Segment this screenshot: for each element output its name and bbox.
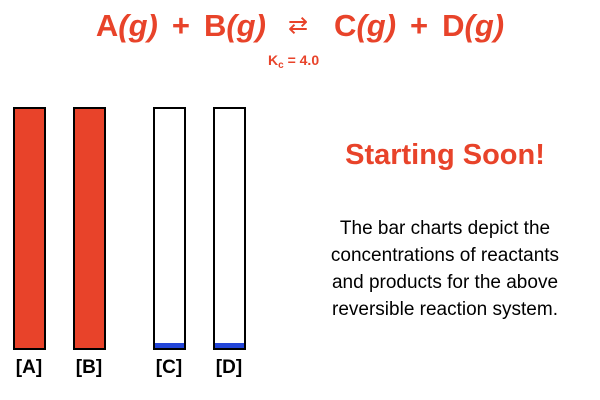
kc-subscript: c (278, 60, 284, 71)
bar-fill (155, 343, 184, 348)
description-line: concentrations of reactants (330, 245, 560, 266)
phase-label: (g) (226, 8, 266, 43)
bar-fill (215, 343, 244, 348)
bar-outline (73, 107, 106, 350)
bar-label: [B] (75, 357, 103, 378)
kc-symbol: K (268, 52, 279, 68)
reaction-equation: A(g) + B(g) ⇄ C(g) + D(g) (0, 8, 600, 44)
reactant-b: B(g) (204, 8, 266, 44)
description-line: and products for the above (331, 272, 559, 293)
equilibrium-arrows-icon: ⇄ (287, 12, 309, 39)
phase-label: (g) (118, 8, 158, 43)
starting-soon-headline: Starting Soon! (345, 139, 545, 171)
reactant-a: A(g) (96, 8, 158, 44)
bar-label: [D] (215, 357, 243, 378)
product-d: D(g) (442, 8, 504, 44)
description-line: The bar charts depict the (339, 218, 551, 239)
plus-sign: + (410, 8, 429, 43)
bar-outline (13, 107, 46, 350)
bar-label: [A] (15, 357, 43, 378)
phase-label: (g) (356, 8, 397, 43)
plus-sign: + (171, 8, 190, 43)
bar-label: [C] (155, 357, 183, 378)
species-symbol: D (442, 8, 465, 43)
concentration-bar-chart: [A] [B] [C] [D] (0, 0, 270, 400)
species-symbol: C (334, 8, 357, 43)
chart-description: The bar charts depict the concentrations… (290, 215, 600, 323)
bar-outline (213, 107, 246, 350)
kc-value: = 4.0 (283, 52, 320, 68)
species-symbol: A (95, 8, 119, 43)
product-c: C(g) (334, 8, 396, 44)
phase-label: (g) (464, 8, 505, 43)
description-line: reversible reaction system. (332, 299, 558, 320)
species-symbol: B (203, 8, 227, 43)
bar-fill (75, 109, 104, 348)
equilibrium-constant: Kc = 4.0 (268, 52, 319, 74)
bar-outline (153, 107, 186, 350)
bar-fill (15, 109, 44, 348)
